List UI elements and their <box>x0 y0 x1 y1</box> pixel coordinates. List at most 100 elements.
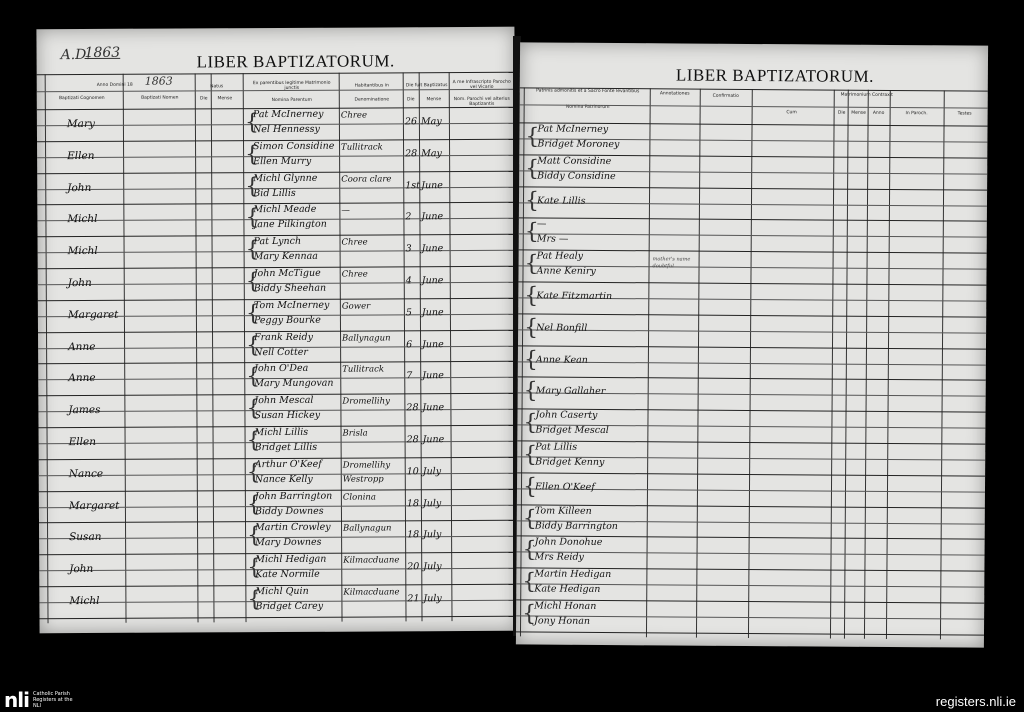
baptism-row: James{John Mescal Susan Hickey Dromellihy 2… <box>38 393 516 428</box>
mother-name: Jane Pilkington <box>253 219 327 231</box>
baptism-day: 21 <box>407 593 420 605</box>
child-name: Ellen <box>68 435 96 449</box>
anno-domini-label: Anno Domini 18 <box>96 82 133 88</box>
baptism-day: 28 <box>406 434 419 446</box>
residence: Dromellihy <box>342 396 390 407</box>
header-cum: Cum <box>786 110 797 116</box>
residence: Tullitrack <box>341 142 383 153</box>
godfather-name: Pat McInerney <box>537 123 609 135</box>
residence: Chree <box>341 237 368 248</box>
baptism-row: John{Michl Hedigan Kate Normile Kilmacduan… <box>39 552 517 587</box>
residence: Chree <box>341 269 368 280</box>
baptism-day: 5 <box>405 307 412 319</box>
baptism-month: June <box>421 275 444 287</box>
sponsor-row: {Michl Honan Jony Honan <box>516 599 984 634</box>
baptism-month: June <box>421 179 443 191</box>
father-name: Pat McInerney <box>252 108 324 121</box>
mother-name: Nel Hennessy <box>252 123 320 136</box>
child-name: John <box>67 276 92 290</box>
baptism-day: 20 <box>407 561 420 573</box>
residence: Kilmacduane <box>343 587 400 598</box>
baptism-day: 3 <box>405 243 412 255</box>
sponsor-row: {Kate Fitzmartin <box>518 281 986 316</box>
residence: Ballynagun <box>343 523 392 535</box>
right-grid <box>515 42 988 640</box>
header-natus-die: Die <box>200 96 208 102</box>
header-mense: Mense <box>851 110 866 116</box>
header-die: Die <box>837 110 846 116</box>
father-name: Michl Hedigan <box>255 553 327 566</box>
annotation-note: mother's name doubtful <box>652 256 691 270</box>
residence: Brisla <box>342 428 368 439</box>
baptism-day: 28 <box>405 148 418 160</box>
child-name: Margaret <box>67 308 119 321</box>
header-confirmatio: Confirmatio <box>712 93 739 99</box>
baptism-row: Ellen{Michl Lillis Bridget Lillis Brisla 28… <box>39 425 517 460</box>
father-name: Arthur O'Keef <box>254 458 322 470</box>
header-rule <box>36 71 515 76</box>
book-spine <box>513 36 521 636</box>
father-name: Michl Quin <box>255 585 309 598</box>
header-in-paroch: In Paroch. <box>905 111 928 117</box>
baptism-day: 4 <box>405 275 412 287</box>
baptism-day: 7 <box>406 370 413 382</box>
baptism-entries: Mary{Pat McInerney Nel Hennessy Chree 26 May… <box>36 27 514 612</box>
mother-name: Kate Normile <box>255 568 320 581</box>
baptism-day: 26 <box>404 116 418 128</box>
header-bapt-mense: Mense <box>426 97 442 103</box>
baptism-day: 18 <box>406 497 420 509</box>
baptism-row: Anne{Frank Reidy Nell Cotter Ballynagun 6 Ju… <box>38 329 516 364</box>
baptism-row: Anne{John O'Dea Mary Mungovan Tullitrack 7 J… <box>38 361 516 396</box>
godmother-name: Kate Fitzmartin <box>536 290 613 303</box>
header-natus-mense: Mense <box>217 96 233 102</box>
baptism-month: May <box>420 116 442 128</box>
godmother-name: Mrs — <box>536 233 569 246</box>
header-nom-parochi: Nom. Parochi vel alterius Baptizantis <box>453 96 510 107</box>
godfather-name: Michl Honan <box>534 600 597 612</box>
mother-name: Mary Downes <box>255 537 322 549</box>
mother-name: Biddy Sheehan <box>253 282 327 295</box>
baptism-month: July <box>423 561 442 573</box>
mother-name: Ellen Murry <box>253 155 312 167</box>
godmother-name: Mary Gallaher <box>535 385 606 398</box>
sponsor-row: {Ellen O'Keef <box>517 472 985 507</box>
godmother-name: Kate Lillis <box>536 195 586 207</box>
header-cognomen: Baptizati Cognomen <box>58 95 105 102</box>
mother-name: Nell Cotter <box>254 346 308 358</box>
header-denominatione: Denominatione <box>354 97 390 103</box>
mother-name: Mary Kennaa <box>253 250 319 263</box>
child-name: Margaret <box>68 499 120 512</box>
godmother-name: Mrs Reidy <box>534 551 584 564</box>
baptism-row: John{John McTigue Biddy Sheehan Chree 4 June <box>38 266 516 301</box>
baptism-day: 6 <box>406 338 413 350</box>
residence: Gower <box>341 301 371 312</box>
baptism-month: June <box>421 306 444 319</box>
baptism-row: Susan{Martin Crowley Mary Downes Ballynagu… <box>39 520 517 555</box>
godmother-name: Anne Kean <box>535 354 588 366</box>
godmother-name: Kate Hedigan <box>534 583 601 596</box>
header-patrini: Patrinis admonitis et a Sacro Fonte leva… <box>536 88 640 95</box>
godmother-name: Biddy Barrington <box>534 520 618 532</box>
father-name: Simon Considine <box>253 140 335 152</box>
child-name: Susan <box>69 531 102 544</box>
baptism-day: 28 <box>406 402 419 414</box>
godmother-name: Biddy Considine <box>537 170 616 182</box>
residence: Ballynagun <box>342 332 391 344</box>
child-name: Nance <box>68 467 104 480</box>
residence: Chree <box>340 110 368 121</box>
father-name: Tom McInerney <box>253 299 330 311</box>
header-natus: Natus <box>210 84 224 90</box>
nli-logo: nli Catholic Parish Registers at the NLI <box>4 688 73 712</box>
father-name: John O'Dea <box>254 363 309 375</box>
father-name: Michl Meade <box>253 204 317 216</box>
baptism-month: July <box>423 593 442 605</box>
father-name: Martin Crowley <box>255 522 331 534</box>
sponsor-row: {Anne Kean <box>518 345 986 380</box>
left-grid <box>36 27 518 624</box>
godfather-name: Tom Killeen <box>534 505 592 517</box>
child-name: Michl <box>67 213 98 226</box>
baptism-month: July <box>423 529 442 541</box>
site-link[interactable]: registers.nli.ie <box>935 694 1016 709</box>
nli-logo-text: Catholic Parish Registers at the NLI <box>32 691 73 709</box>
sponsor-row: {Pat McInerney Bridget Moroney <box>519 122 987 157</box>
